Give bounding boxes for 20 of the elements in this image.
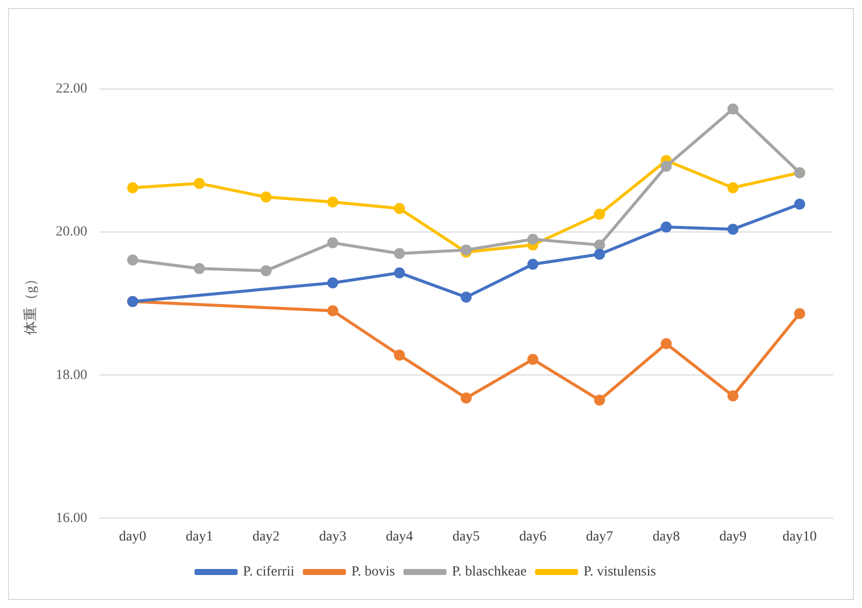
x-tick-label: day9: [719, 529, 747, 544]
y-tick-label: 20.00: [56, 224, 88, 240]
x-tick-label: day1: [186, 529, 213, 544]
legend-label: P. blaschkeae: [452, 564, 527, 580]
x-tick-label: day4: [386, 529, 414, 544]
legend-label: P. vistulensis: [584, 564, 656, 580]
x-tick-label: day10: [782, 529, 817, 544]
y-tick-label: 18.00: [56, 368, 88, 383]
x-tick-label: day3: [319, 529, 346, 544]
x-tick-label: day6: [519, 529, 546, 544]
x-tick-label: day8: [652, 529, 680, 544]
y-tick-label: 22.00: [56, 82, 88, 97]
x-tick-label: day2: [252, 529, 280, 544]
x-tick-label: day5: [452, 529, 480, 544]
legend-label: P. ciferrii: [243, 564, 294, 580]
x-tick-label: day7: [586, 529, 614, 544]
x-tick-label: day0: [119, 529, 146, 544]
y-tick-label: 16.00: [56, 510, 88, 526]
y-axis-title: 体重（g）: [23, 272, 40, 336]
legend-label: P. bovis: [351, 564, 395, 580]
